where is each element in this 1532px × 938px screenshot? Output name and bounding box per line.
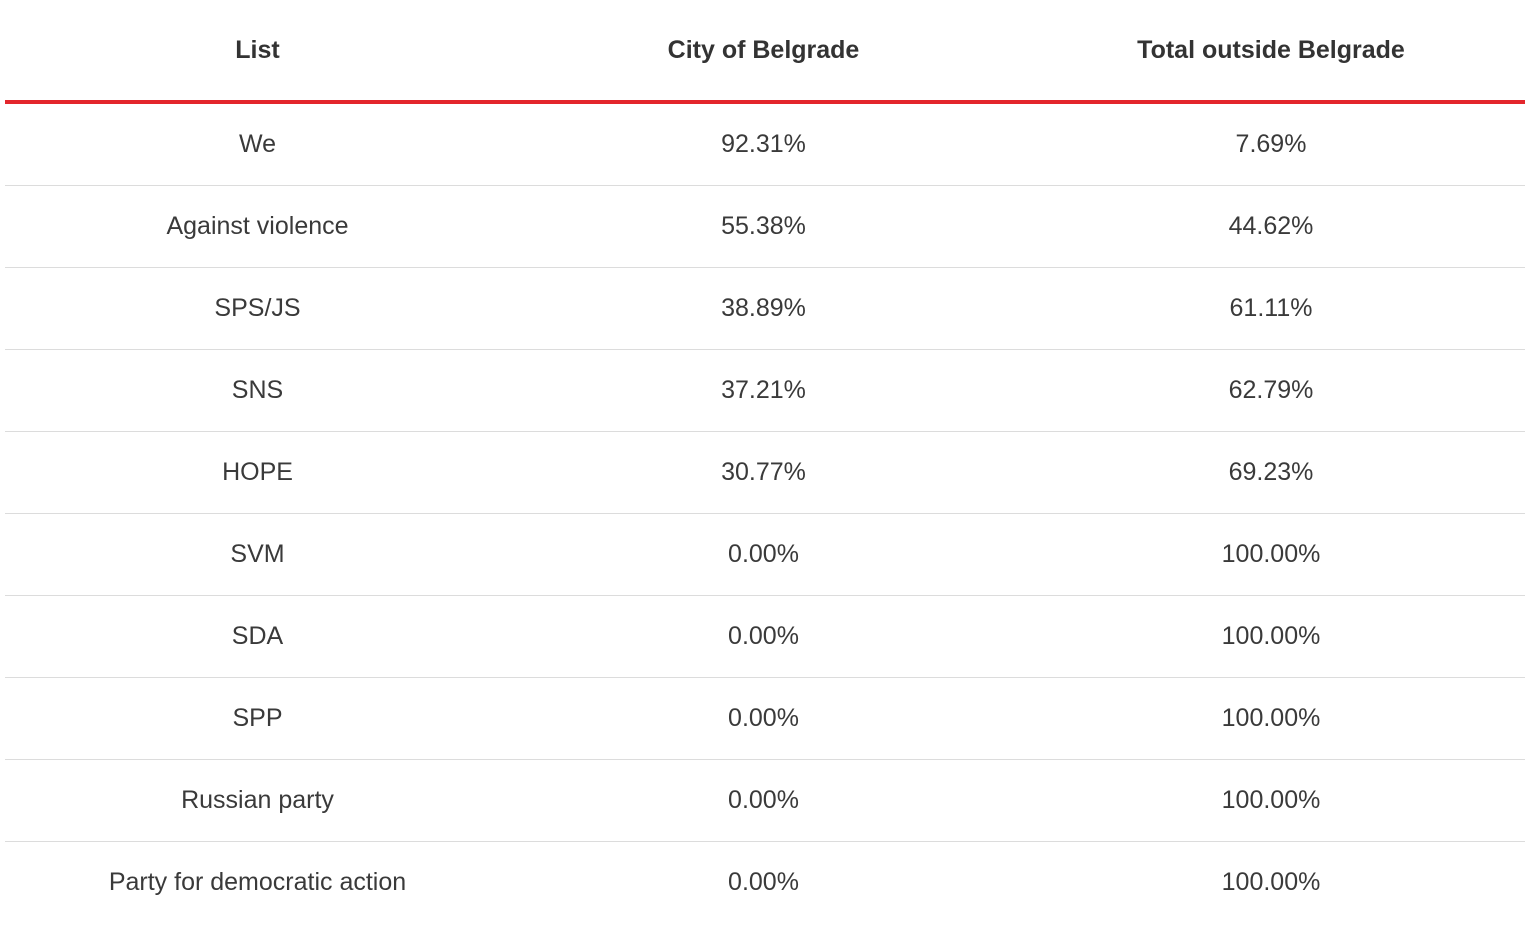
table-row: SDA 0.00% 100.00% bbox=[5, 595, 1525, 678]
cell-total-outside-belgrade: 100.00% bbox=[1221, 868, 1321, 896]
table-row: SVM 0.00% 100.00% bbox=[5, 513, 1525, 596]
table-row: Party for democratic action 0.00% 100.00… bbox=[5, 842, 1525, 924]
cell-city-of-belgrade: 92.31% bbox=[510, 102, 1017, 186]
cell-total-outside-belgrade: 44.62% bbox=[1017, 185, 1525, 268]
cell-list: Russian party bbox=[5, 759, 510, 842]
cell-total-outside-belgrade: 100.00% bbox=[1017, 595, 1525, 678]
cell-total-outside-belgrade: 61.11% bbox=[1017, 267, 1525, 350]
table-row: Against violence 55.38% 44.62% bbox=[5, 185, 1525, 268]
table-row: SNS 37.21% 62.79% bbox=[5, 349, 1525, 432]
cell-total-outside-belgrade: 100.00% bbox=[1017, 677, 1525, 760]
table-row: HOPE 30.77% 69.23% bbox=[5, 431, 1525, 514]
cell-total-outside-belgrade: 100.00% bbox=[1017, 513, 1525, 596]
table-row: SPP 0.00% 100.00% bbox=[5, 677, 1525, 760]
cell-list: SPP bbox=[5, 677, 510, 760]
table-row: We 92.31% 7.69% bbox=[5, 102, 1525, 186]
cell-city-of-belgrade: 0.00% bbox=[510, 513, 1017, 596]
cell-city-of-belgrade: 30.77% bbox=[510, 431, 1017, 514]
table-row: SPS/JS 38.89% 61.11% bbox=[5, 267, 1525, 350]
cell-list: We bbox=[5, 102, 510, 186]
cell-list: SDA bbox=[5, 595, 510, 678]
cell-total-outside-belgrade: 69.23% bbox=[1017, 431, 1525, 514]
cell-city-of-belgrade: 0.00% bbox=[728, 868, 799, 896]
cell-city-of-belgrade: 0.00% bbox=[510, 759, 1017, 842]
cell-list: SVM bbox=[5, 513, 510, 596]
cell-list: Against violence bbox=[5, 185, 510, 268]
column-header-list[interactable]: List bbox=[5, 0, 510, 104]
cell-city-of-belgrade: 38.89% bbox=[510, 267, 1017, 350]
results-table-container: List City of Belgrade Total outside Belg… bbox=[5, 0, 1525, 923]
table-header: List City of Belgrade Total outside Belg… bbox=[5, 0, 1525, 104]
cell-list: SNS bbox=[5, 349, 510, 432]
cell-city-of-belgrade: 55.38% bbox=[510, 185, 1017, 268]
cell-city-of-belgrade: 37.21% bbox=[510, 349, 1017, 432]
cell-total-outside-belgrade: 62.79% bbox=[1017, 349, 1525, 432]
table-body: We 92.31% 7.69% Against violence 55.38% … bbox=[5, 102, 1525, 923]
table-row: Russian party 0.00% 100.00% bbox=[5, 759, 1525, 842]
cell-total-outside-belgrade: 100.00% bbox=[1017, 759, 1525, 842]
column-header-city-of-belgrade[interactable]: City of Belgrade bbox=[510, 0, 1017, 104]
results-table: List City of Belgrade Total outside Belg… bbox=[5, 0, 1525, 923]
cell-city-of-belgrade: 0.00% bbox=[510, 677, 1017, 760]
column-header-total-outside-belgrade[interactable]: Total outside Belgrade bbox=[1017, 0, 1525, 104]
cell-list: SPS/JS bbox=[5, 267, 510, 350]
cell-city-of-belgrade: 0.00% bbox=[510, 595, 1017, 678]
cell-list: HOPE bbox=[5, 431, 510, 514]
header-row: List City of Belgrade Total outside Belg… bbox=[5, 0, 1525, 104]
cell-total-outside-belgrade: 7.69% bbox=[1017, 102, 1525, 186]
cell-list: Party for democratic action bbox=[108, 868, 407, 896]
